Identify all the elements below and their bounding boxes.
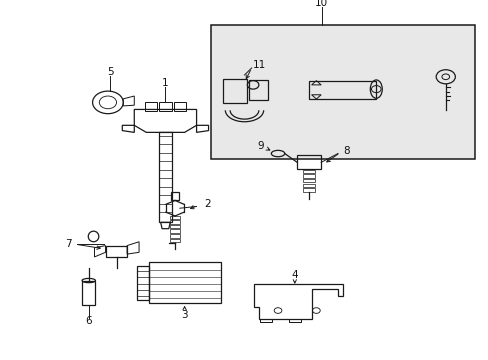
Text: 8: 8	[343, 146, 349, 156]
Bar	[303, 184, 314, 187]
Bar	[223, 78, 246, 103]
Bar	[303, 179, 314, 183]
Text: 4: 4	[291, 270, 298, 280]
Bar	[173, 102, 185, 111]
Bar	[170, 216, 180, 219]
Bar	[170, 225, 180, 228]
Bar	[159, 132, 172, 222]
Bar	[170, 239, 180, 242]
Text: 11: 11	[253, 60, 266, 70]
Text: 3: 3	[181, 310, 187, 320]
Bar	[308, 81, 376, 99]
Bar	[82, 280, 95, 305]
Text: 2: 2	[203, 199, 210, 209]
Bar	[170, 220, 180, 224]
Text: 1: 1	[162, 78, 168, 88]
Bar	[148, 262, 220, 303]
Bar	[144, 102, 157, 111]
Bar	[137, 266, 148, 300]
Bar	[249, 80, 268, 100]
Bar	[260, 319, 271, 322]
Text: 7: 7	[65, 239, 72, 249]
Bar	[159, 102, 171, 111]
Bar	[303, 170, 314, 173]
Bar	[297, 155, 321, 170]
Text: 6: 6	[85, 316, 92, 326]
Text: 5: 5	[107, 67, 113, 77]
Bar	[303, 188, 314, 192]
Text: 10: 10	[314, 0, 327, 8]
Text: 9: 9	[257, 141, 263, 151]
Bar	[170, 229, 180, 233]
Bar	[303, 174, 314, 178]
Bar	[170, 234, 180, 238]
Bar	[105, 246, 127, 257]
Bar	[170, 192, 179, 200]
Bar	[288, 319, 300, 322]
Bar	[210, 25, 473, 159]
